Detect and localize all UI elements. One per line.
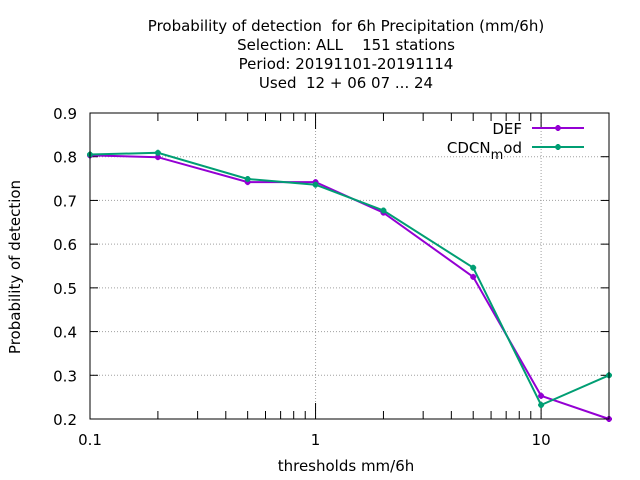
x-tick-label: 1 [311, 431, 321, 449]
data-point-1 [312, 181, 319, 188]
x-tick-label: 0.1 [78, 431, 102, 449]
title-line-3: Period: 20191101-20191114 [238, 55, 454, 73]
data-point-1 [380, 207, 387, 214]
y-tick-label: 0.2 [53, 411, 77, 429]
plot-border [89, 112, 610, 420]
legend-item-cdcn-mod: CDCNmod [447, 139, 584, 163]
data-point-1 [470, 264, 477, 271]
y-axis-label: Probability of detection [6, 180, 24, 354]
legend-label-tail: od [503, 139, 522, 157]
y-tick-label: 0.5 [53, 280, 77, 298]
data-point-0 [154, 154, 161, 161]
legend-label-def: DEF [492, 120, 522, 138]
data-point-1 [244, 176, 251, 183]
data-point-1 [538, 402, 545, 409]
series-line-0 [89, 154, 610, 420]
y-tick-label: 0.7 [53, 192, 77, 210]
y-tick-label: 0.9 [53, 105, 77, 123]
legend-marker-def [555, 125, 561, 131]
y-tick-label: 0.8 [53, 149, 77, 167]
title-line-1: Probability of detection for 6h Precipit… [147, 17, 545, 35]
data-point-1 [154, 149, 161, 156]
legend-marker-cdcn-mod [555, 144, 561, 150]
series-line-1 [89, 151, 610, 407]
title-line-2: Selection: ALL 151 stations [237, 36, 455, 54]
x-axis-label: thresholds mm/6h [278, 457, 415, 475]
legend-label-sub: m [491, 148, 504, 163]
tick-labels: 0.2 0.3 0.4 0.5 0.6 0.7 0.8 0.9 0.1 1 10 [53, 105, 551, 449]
minor-ticks [89, 112, 609, 420]
data-point-0 [244, 179, 251, 186]
legend-item-def: DEF [492, 120, 584, 138]
y-tick-label: 0.4 [53, 324, 77, 342]
legend-label-main: CDCN [447, 139, 491, 157]
legend-label-cdcn-mod: CDCNmod [447, 139, 522, 163]
gridlines [90, 113, 609, 419]
data-point-0 [470, 273, 477, 280]
legend: DEF CDCNmod [447, 120, 584, 163]
title-line-4: Used 12 + 06 07 ... 24 [258, 74, 434, 92]
data-point-0 [538, 392, 545, 399]
y-tick-label: 0.3 [53, 367, 77, 385]
y-tick-label: 0.6 [53, 236, 77, 254]
x-tick-label: 10 [532, 431, 551, 449]
series-layer [87, 149, 612, 422]
